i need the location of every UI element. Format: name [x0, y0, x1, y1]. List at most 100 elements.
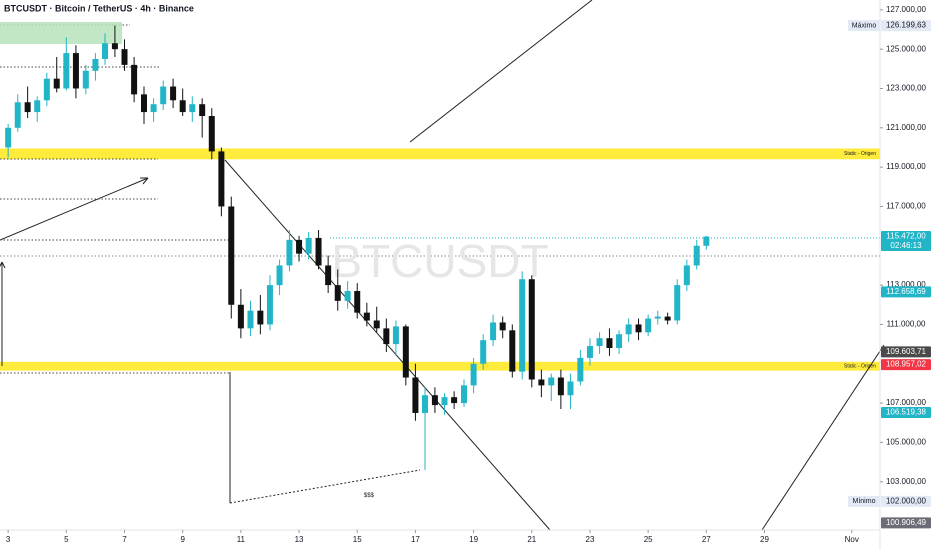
candle-body — [519, 279, 526, 372]
candle-body — [645, 318, 652, 333]
price-label-sub: 02:46:13 — [890, 241, 922, 250]
candle-body — [315, 237, 322, 266]
candle-body — [305, 237, 312, 254]
x-tick-label: 23 — [586, 535, 595, 544]
candle-body — [334, 285, 341, 301]
candle-body — [34, 100, 41, 113]
candle-body — [635, 324, 642, 333]
candle-body — [557, 377, 564, 396]
arrow-head — [140, 177, 149, 185]
price-label-box — [881, 286, 931, 298]
arrow-head — [0, 261, 6, 269]
candle-body — [218, 151, 225, 207]
y-tick-label: 111.000,00 — [887, 320, 926, 329]
candle-body — [509, 330, 516, 372]
candle-body — [363, 312, 370, 321]
annotation: $$$ — [364, 493, 375, 499]
candle-body — [654, 316, 661, 319]
price-label: 126.199,63 — [886, 21, 927, 30]
candle-body — [354, 291, 361, 313]
candle-body — [441, 397, 448, 406]
candle-body — [5, 127, 12, 148]
x-tick-label: 9 — [180, 535, 185, 544]
x-tick-label: 15 — [353, 535, 362, 544]
range-line — [229, 469, 421, 504]
x-tick-label: 25 — [644, 535, 653, 544]
candle-body — [470, 363, 477, 386]
trend-line — [409, 0, 593, 143]
x-tick-label: 5 — [64, 535, 69, 544]
x-tick-label: 21 — [527, 535, 536, 544]
candle-body — [567, 381, 574, 396]
candle-body — [577, 357, 584, 382]
candle-body — [528, 279, 535, 380]
candle-body — [703, 236, 710, 246]
price-label: 102.000,00 — [886, 497, 927, 506]
y-tick-label: 117.000,00 — [886, 202, 926, 211]
price-label-box — [881, 359, 931, 371]
price-tag-box — [848, 495, 880, 507]
x-tick-label: 19 — [469, 535, 478, 544]
price-tag-box — [848, 20, 880, 32]
candle-body — [373, 320, 380, 329]
chart-title: BTCUSDT · Bitcoin / TetherUS · 4h · Bina… — [4, 3, 194, 13]
candle-body — [257, 310, 264, 325]
candle-body — [538, 379, 545, 386]
trend-line — [761, 344, 885, 531]
candle-body — [141, 94, 147, 113]
x-tick-label: 17 — [411, 535, 420, 544]
candle-body — [383, 328, 390, 345]
candle-body — [586, 346, 593, 358]
y-tick-label: 127.000,00 — [886, 5, 927, 14]
zone — [0, 361, 880, 371]
candle-body — [325, 265, 332, 286]
candle-body — [102, 43, 109, 59]
candle-body — [392, 326, 399, 345]
x-tick-label: 29 — [760, 535, 769, 544]
price-label-box — [881, 407, 931, 419]
zone-label: Static - Origen — [844, 151, 876, 157]
trend-line — [224, 159, 551, 531]
candle-body — [683, 265, 690, 286]
candle-body — [548, 377, 555, 386]
candle-body — [82, 70, 89, 89]
candle-body — [247, 310, 254, 329]
y-tick-label: 103.000,00 — [886, 477, 927, 486]
candle-body — [24, 102, 31, 113]
candle-body — [111, 43, 118, 50]
y-tick-label: 105.000,00 — [886, 438, 927, 447]
candle-body — [92, 58, 99, 71]
candle-body — [461, 385, 467, 404]
price-label-box — [881, 346, 931, 358]
candle-body — [53, 78, 60, 89]
candle-body — [596, 338, 603, 347]
candle-body — [412, 377, 419, 413]
candle-body — [199, 104, 206, 117]
x-tick-label: Nov — [845, 535, 859, 544]
candle-body — [266, 285, 273, 325]
price-label-box — [881, 517, 931, 529]
candle-body — [616, 334, 623, 349]
candle-body — [14, 102, 21, 128]
y-tick-label: 113.000,00 — [886, 280, 926, 289]
price-tag: Mínimo — [853, 498, 876, 505]
under-layer — [0, 148, 880, 371]
price-label: 108.957,02 — [886, 360, 927, 369]
candle-body — [344, 291, 351, 301]
candle-body — [499, 322, 506, 331]
price-tag: Máximo — [852, 22, 877, 29]
x-tick-label: 11 — [237, 535, 246, 544]
candle-body — [170, 86, 177, 101]
candle-body — [179, 100, 186, 113]
candle-body — [480, 340, 487, 364]
candle-body — [625, 324, 632, 335]
price-label-box — [881, 231, 931, 252]
y-tick-label: 119.000,00 — [886, 162, 926, 171]
x-tick-label: 3 — [6, 535, 11, 544]
price-label: 112.658,69 — [886, 287, 926, 296]
y-tick-label: 107.000,00 — [886, 398, 927, 407]
candle-body — [208, 116, 215, 152]
highlight-box — [0, 22, 122, 44]
